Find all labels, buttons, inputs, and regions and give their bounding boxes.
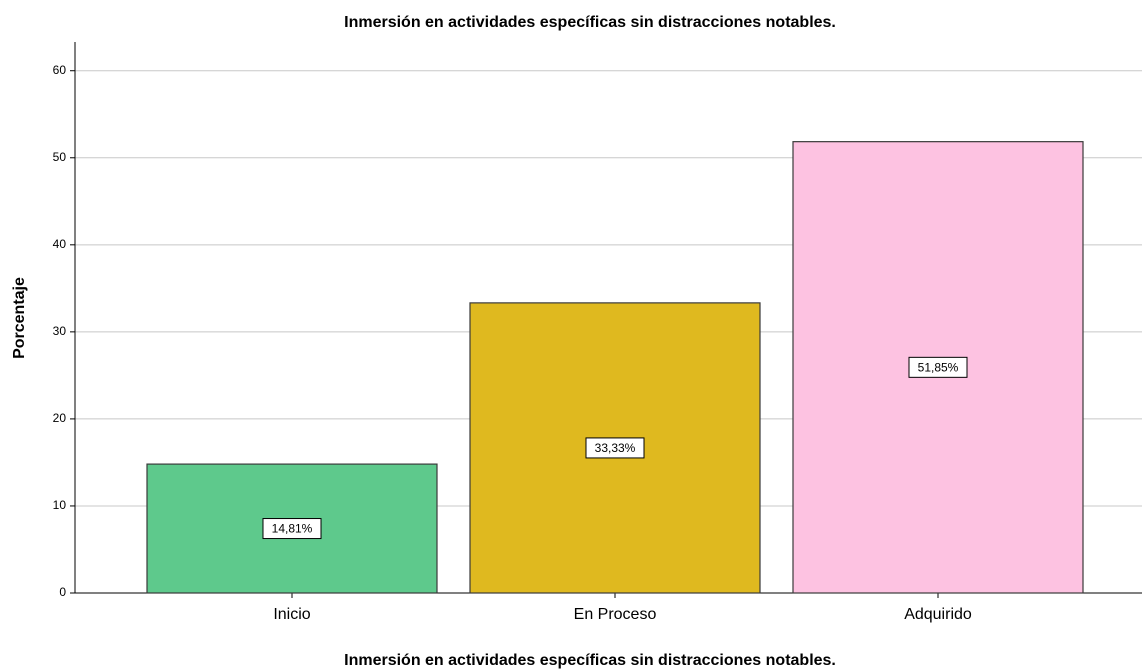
y-tick-label: 30 [53,324,67,338]
y-tick-label: 0 [59,585,66,599]
chart-title: Inmersión en actividades específicas sin… [344,14,836,31]
y-tick-label: 20 [53,411,67,425]
x-axis-label: Inmersión en actividades específicas sin… [344,652,836,669]
data-label: 14,81% [272,522,313,536]
x-tick-label: En Proceso [574,606,657,623]
x-tick-label: Inicio [273,606,310,623]
x-tick-label: Adquirido [904,606,972,623]
data-label: 51,85% [918,361,959,375]
y-tick-label: 60 [53,63,67,77]
data-label-box [585,437,645,459]
y-tick-label: 50 [53,150,67,164]
y-axis-label: Porcentaje [11,277,28,359]
data-label: 33,33% [595,441,636,455]
data-label-box [908,356,968,378]
y-tick-label: 10 [53,498,67,512]
y-tick-label: 40 [53,237,67,251]
data-label-box [262,518,322,540]
